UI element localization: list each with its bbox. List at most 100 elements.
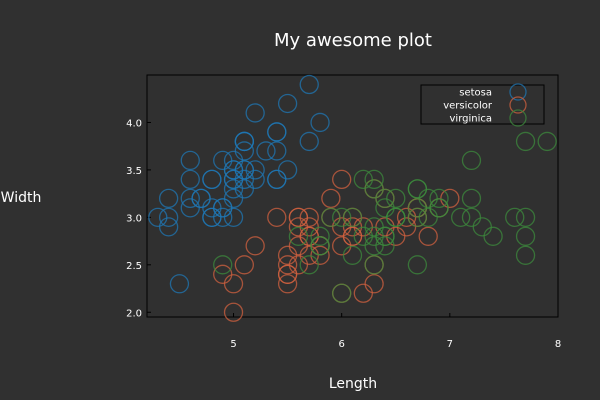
- virginica-point: [364, 255, 384, 275]
- setosa-point: [158, 217, 179, 237]
- setosa-point: [223, 179, 244, 199]
- virginica-point: [364, 179, 384, 199]
- virginica-point: [429, 188, 449, 209]
- virginica-point: [375, 188, 395, 209]
- setosa-point: [158, 207, 179, 228]
- setosa-point: [180, 150, 200, 171]
- virginica-point: [461, 207, 482, 228]
- setosa-point: [245, 160, 265, 180]
- versicolor-point: [364, 274, 384, 294]
- virginica-point: [461, 188, 482, 209]
- versicolor-point: [299, 217, 319, 237]
- versicolor-point: [277, 264, 298, 284]
- setosa-point: [267, 169, 287, 190]
- versicolor-point: [440, 188, 460, 209]
- setosa-point: [234, 169, 254, 190]
- legend-marker-setosa: [509, 83, 527, 101]
- setosa-point: [158, 188, 179, 209]
- setosa-point: [299, 131, 319, 152]
- versicolor-point: [386, 226, 406, 246]
- setosa-point: [277, 160, 298, 180]
- virginica-point: [461, 150, 482, 171]
- virginica-point: [332, 207, 352, 228]
- legend-box: [420, 84, 545, 125]
- setosa-point: [148, 207, 168, 228]
- virginica-point: [407, 255, 428, 275]
- data-points: [148, 74, 557, 322]
- setosa-point: [223, 207, 244, 228]
- legend-label-setosa: setosa: [459, 88, 492, 99]
- virginica-point: [332, 283, 352, 303]
- versicolor-point: [223, 274, 244, 294]
- setosa-point: [256, 141, 276, 161]
- versicolor-point: [353, 217, 373, 237]
- legend-label-virginica: virginica: [450, 114, 493, 125]
- legend-label-versicolor: versicolor: [443, 101, 493, 112]
- chart-title: My awesome plot: [274, 30, 432, 51]
- setosa-point: [267, 122, 287, 142]
- virginica-point: [364, 169, 384, 190]
- versicolor-point: [353, 283, 373, 303]
- y-tick-label: 2.0: [126, 308, 142, 319]
- virginica-point: [353, 226, 373, 246]
- versicolor-point: [342, 217, 363, 237]
- versicolor-point: [277, 274, 298, 294]
- virginica-point: [472, 217, 492, 237]
- setosa-point: [223, 169, 244, 190]
- setosa-point: [202, 169, 222, 190]
- setosa-point: [213, 198, 233, 218]
- setosa-point: [191, 188, 211, 209]
- versicolor-point: [310, 245, 330, 265]
- versicolor-point: [277, 245, 298, 265]
- legend: setosa versicolor virginica: [420, 83, 545, 127]
- virginica-point: [505, 207, 525, 228]
- legend-marker-versicolor: [509, 96, 527, 114]
- versicolor-point: [288, 207, 309, 228]
- versicolor-point: [213, 264, 233, 284]
- versicolor-point: [396, 207, 417, 228]
- virginica-point: [288, 226, 309, 246]
- x-tick-label: 5: [230, 339, 236, 350]
- versicolor-point: [299, 226, 319, 246]
- virginica-point: [342, 245, 363, 265]
- virginica-point: [407, 198, 428, 218]
- versicolor-point: [245, 236, 265, 256]
- virginica-point: [321, 207, 341, 228]
- virginica-point: [537, 131, 557, 152]
- versicolor-point: [299, 245, 319, 265]
- virginica-point: [342, 207, 363, 228]
- setosa-point: [299, 74, 319, 95]
- versicolor-point: [299, 207, 319, 228]
- versicolor-point: [396, 217, 417, 237]
- virginica-point: [429, 198, 449, 218]
- virginica-point: [310, 236, 330, 256]
- setosa-point: [245, 103, 265, 123]
- virginica-point: [386, 188, 406, 209]
- virginica-point: [418, 207, 438, 228]
- virginica-point: [364, 217, 384, 237]
- setosa-point: [213, 150, 233, 171]
- x-axis: 5 6 7 8: [230, 313, 561, 350]
- versicolor-point: [418, 226, 438, 246]
- virginica-point: [418, 188, 438, 209]
- setosa-point: [223, 160, 244, 180]
- virginica-point: [483, 226, 503, 246]
- y-tick-label: 3.0: [126, 213, 142, 224]
- setosa-point: [223, 150, 244, 171]
- y-axis-label: Width: [1, 190, 42, 206]
- x-axis-label: Length: [329, 376, 377, 392]
- virginica-point: [213, 255, 233, 275]
- plot-area-frame: [146, 74, 559, 318]
- setosa-point: [234, 141, 254, 161]
- setosa-point: [234, 131, 254, 152]
- setosa-point: [202, 207, 222, 228]
- virginica-point: [515, 207, 536, 228]
- virginica-point: [515, 131, 536, 152]
- versicolor-point: [332, 236, 352, 256]
- setosa-point: [169, 274, 190, 294]
- setosa-point: [180, 188, 200, 209]
- virginica-point: [515, 226, 536, 246]
- setosa-point: [234, 160, 254, 180]
- legend-marker-virginica: [509, 109, 527, 127]
